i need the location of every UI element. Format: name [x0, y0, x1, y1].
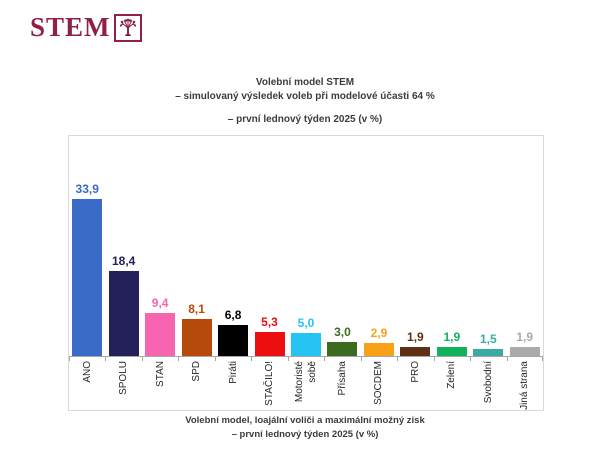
bar-stan: 9,4: [142, 136, 178, 356]
chart-title: Volební model STEM – simulovaný výsledek…: [68, 76, 542, 127]
bar-rect: [108, 270, 139, 356]
stem-logo: STEM: [30, 13, 142, 42]
bar-value-label: 1,9: [407, 330, 424, 345]
chart-footer-line2: – první lednový týden 2025 (v %): [231, 429, 379, 440]
x-axis-tick: [434, 357, 435, 361]
bar-value-label: 9,4: [151, 295, 169, 310]
chart-title-line2: – simulovaný výsledek voleb při modelové…: [175, 91, 435, 102]
bar-motoriste-sobe: 5,0: [288, 136, 324, 356]
x-axis-tick: [288, 357, 289, 361]
x-axis-tick: [251, 357, 252, 361]
bar-jina-strana: 1,9: [507, 136, 543, 356]
bar-rect: [327, 342, 358, 356]
x-axis-tick: [397, 357, 398, 361]
bar-value-label: 1,9: [443, 330, 461, 345]
bar-rect: [509, 347, 540, 356]
bar-value-label: 5,0: [297, 315, 315, 330]
x-axis-tick: [361, 357, 362, 361]
bar-rect: [400, 347, 431, 356]
bar-rect: [145, 312, 176, 356]
bar-rect: [254, 331, 285, 356]
bar-ano: 33,9: [69, 136, 105, 356]
x-axis-tick: [215, 357, 216, 361]
chart-title-line1: Volební model STEM: [255, 77, 355, 88]
bar-socdem: 2,9: [361, 136, 397, 356]
bar-value-label: 18,4: [112, 253, 136, 268]
stem-tree-icon: [113, 14, 142, 42]
bar-value-label: 1,9: [516, 330, 534, 345]
x-axis-tick: [105, 357, 106, 361]
bar-rect: [181, 318, 212, 356]
bar-value-label: 3,0: [334, 325, 351, 340]
x-axis-tick: [470, 357, 471, 361]
bar-value-label: 6,8: [224, 307, 242, 322]
bar-rect: [290, 332, 321, 356]
bar-rect: [436, 347, 467, 356]
chart-title-line3: – první lednový týden 2025 (v %): [227, 114, 383, 125]
x-axis-tick: [69, 357, 70, 361]
bar-rect: [218, 324, 249, 356]
bar-stacilo: 5,3: [251, 136, 287, 356]
bar-rect: [72, 199, 103, 356]
bar-value-label: 5,3: [261, 314, 278, 329]
x-axis-tick: [178, 357, 179, 361]
x-axis-line: [69, 356, 543, 357]
x-axis-tick: [542, 357, 543, 361]
bar-rect: [363, 342, 394, 356]
bar-zeleni: 1,9: [434, 136, 470, 356]
bar-value-label: 33,9: [75, 182, 99, 196]
bar-pirati: 6,8: [215, 136, 251, 356]
x-axis-tick: [324, 357, 325, 361]
bar-prisaha: 3,0: [324, 136, 360, 356]
x-axis-tick: [142, 357, 143, 361]
bar-spd: 8,1: [178, 136, 214, 356]
bar-pro: 1,9: [397, 136, 433, 356]
plot-area: 33,9 18,4 9,4 8,1 6,8 5,3 5,0 3,0 2,9 1,…: [68, 135, 544, 411]
bar-spolu: 18,4: [105, 136, 141, 356]
bar-svobodni: 1,5: [470, 136, 506, 356]
x-axis-tick: [507, 357, 508, 361]
stem-logo-text: STEM: [30, 12, 111, 42]
chart-footer-line1: Volební model, loajální voliči a maximál…: [185, 415, 425, 426]
bar-value-label: 1,5: [479, 332, 497, 347]
chart-footer: Volební model, loajální voliči a maximál…: [38, 414, 572, 442]
bar-value-label: 2,9: [370, 325, 388, 340]
bar-rect: [473, 349, 504, 356]
bar-value-label: 8,1: [188, 301, 205, 316]
bars-group: 33,9 18,4 9,4 8,1 6,8 5,3 5,0 3,0 2,9 1,…: [69, 136, 543, 356]
